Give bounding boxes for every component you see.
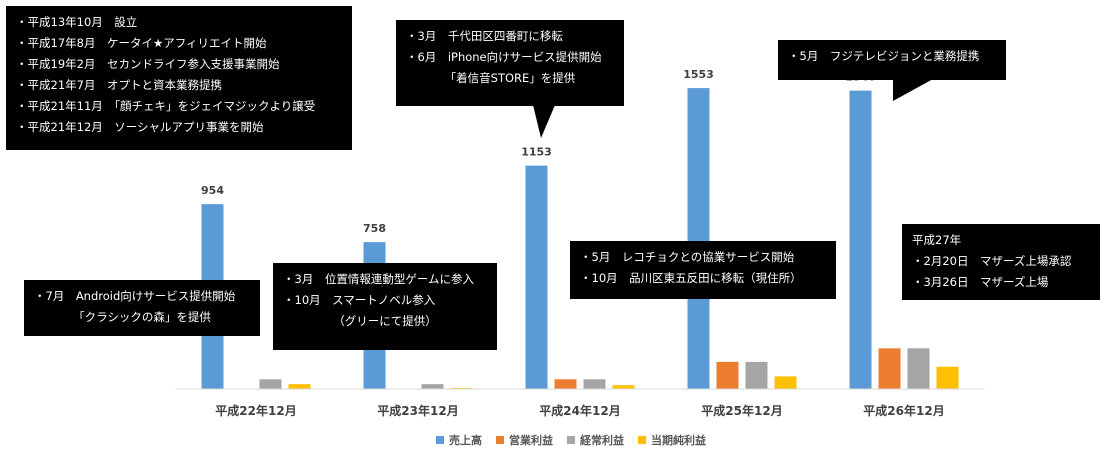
note-line: 「クラシックの森」を提供: [73, 310, 211, 324]
note-line: ・平成21年12月 ソーシャルアプリ事業を開始: [16, 120, 264, 134]
legend-item: 営業利益: [496, 432, 553, 448]
bar: [849, 90, 872, 389]
legend-label: 売上高: [449, 434, 482, 447]
bar: [259, 379, 282, 389]
note-line: ・3月26日 マザーズ上場: [912, 275, 1049, 289]
x-tick-label: 平成22年12月: [215, 403, 296, 418]
note-line: ・平成19年2月 セカンドライフ参入支援事業開始: [16, 57, 280, 71]
note-line: ・平成21年11月 「顔チェキ」をジェイマジックより譲受: [16, 99, 316, 113]
x-tick-label: 平成23年12月: [377, 403, 458, 418]
bar: [525, 165, 548, 389]
legend-swatch-icon: [638, 436, 646, 444]
note-line: ・2月20日 マザーズ上場承認: [912, 254, 1072, 268]
legend-swatch-icon: [567, 436, 575, 444]
legend: 売上高 営業利益 経常利益 当期純利益: [436, 432, 706, 448]
note-line: 平成27年: [912, 233, 962, 247]
note-h26-top-tail: [893, 79, 933, 101]
legend-swatch-icon: [436, 436, 444, 444]
note-line: （グリーにて提供）: [333, 314, 437, 328]
note-h24: ・3月 千代田区四番町に移転 ・6月 iPhone向けサービス提供開始 「着信音…: [396, 20, 624, 106]
x-tick-label: 平成24年12月: [539, 403, 620, 418]
bar: [716, 361, 739, 389]
note-line: 「着信音STORE」を提供: [444, 71, 576, 85]
note-line: ・平成17年8月 ケータイ★アフィリエイト開始: [16, 36, 267, 50]
bar: [878, 348, 901, 389]
note-line: ・3月 位置情報連動型ゲームに参入: [283, 272, 474, 286]
x-tick-label: 平成25年12月: [701, 403, 782, 418]
data-label: 758: [363, 222, 386, 235]
legend-label: 当期純利益: [651, 434, 706, 447]
legend-label: 営業利益: [509, 434, 553, 447]
bar: [288, 384, 311, 389]
note-line: ・7月 Android向けサービス提供開始: [34, 289, 236, 303]
data-label: 1153: [521, 146, 552, 159]
note-h25: ・5月 レコチョクとの協業サービス開始 ・10月 品川区東五反田に移転（現住所）: [570, 241, 836, 299]
note-line: ・平成13年10月 設立: [16, 15, 138, 29]
bar: [774, 376, 797, 389]
legend-item: 売上高: [436, 432, 482, 448]
note-h27: 平成27年 ・2月20日 マザーズ上場承認 ・3月26日 マザーズ上場: [902, 224, 1100, 300]
bar: [612, 385, 635, 389]
bar: [907, 348, 930, 389]
note-line: ・10月 スマートノベル参入: [283, 293, 436, 307]
legend-item: 経常利益: [567, 432, 624, 448]
note-line: ・10月 品川区東五反田に移転（現住所）: [580, 271, 802, 285]
bar: [745, 361, 768, 389]
legend-swatch-icon: [496, 436, 504, 444]
note-line: ・平成21年7月 オプトと資本業務提携: [16, 78, 222, 92]
note-h26-top: ・5月 フジテレビジョンと業務提携: [778, 40, 1006, 80]
note-h23: ・3月 位置情報連動型ゲームに参入 ・10月 スマートノベル参入 （グリーにて提…: [273, 263, 497, 350]
note-h24-tail: [533, 105, 555, 138]
bar: [936, 366, 959, 389]
bar: [421, 384, 444, 389]
note-line: ・3月 千代田区四番町に移転: [406, 29, 563, 43]
bar: [554, 379, 577, 389]
note-line: ・6月 iPhone向けサービス提供開始: [406, 50, 602, 64]
data-label: 954: [201, 184, 224, 197]
bar: [687, 88, 710, 389]
data-label: 1553: [683, 68, 714, 81]
note-history-top-left: ・平成13年10月 設立 ・平成17年8月 ケータイ★アフィリエイト開始 ・平成…: [6, 6, 352, 150]
note-h22: ・7月 Android向けサービス提供開始 「クラシックの森」を提供: [24, 280, 260, 336]
note-line: ・5月 レコチョクとの協業サービス開始: [580, 250, 795, 264]
legend-item: 当期純利益: [638, 432, 706, 448]
legend-label: 経常利益: [580, 434, 624, 447]
x-tick-label: 平成26年12月: [863, 403, 944, 418]
note-line: ・5月 フジテレビジョンと業務提携: [788, 49, 980, 63]
bar: [583, 379, 606, 389]
